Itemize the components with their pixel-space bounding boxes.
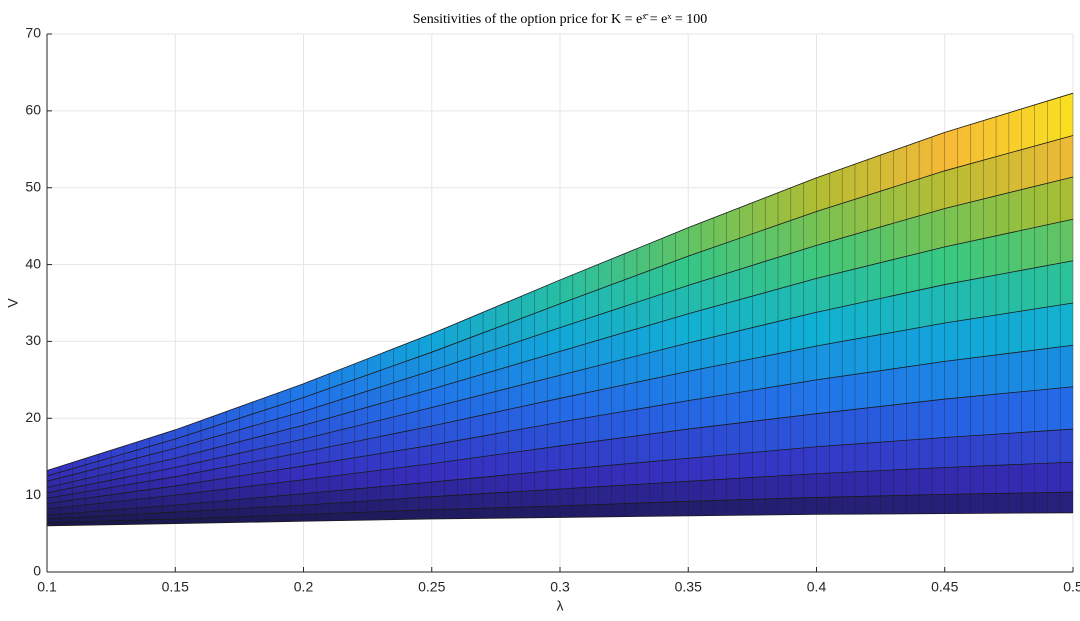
x-tick-label: 0.35 [675,579,702,595]
surface-curve [46,461,1074,520]
y-tick-label: 10 [25,486,41,502]
x-tick-label: 0.5 [1063,579,1080,595]
y-tick-label: 40 [25,255,41,271]
surface-curve [46,218,1074,488]
y-tick-label: 70 [25,25,41,41]
y-tick-label: 60 [25,102,41,118]
x-tick-label: 0.4 [807,579,827,595]
x-tick-label: 0.2 [294,579,314,595]
x-tick-label: 0.45 [931,579,958,595]
surface-curve [46,428,1074,516]
surface-curve [46,491,1074,524]
surface-curve [46,512,1074,527]
surface-curve [46,344,1074,504]
y-axis-label: V [5,298,21,308]
x-tick-label: 0.15 [162,579,189,595]
surface-curve [46,135,1074,477]
y-tick-label: 50 [25,178,41,194]
y-tick-label: 30 [25,332,41,348]
x-axis-label: λ [557,598,564,614]
x-tick-label: 0.3 [550,579,570,595]
chart-title: Sensitivities of the option price for K … [413,12,708,27]
surface-curve [46,176,1074,482]
surface-curve [46,260,1074,494]
surface-curve [46,386,1074,510]
surface-curve [46,92,1074,471]
y-tick-label: 0 [33,563,41,579]
x-tick-label: 0.1 [37,579,57,595]
y-tick-label: 20 [25,409,41,425]
surface-curve [46,302,1074,499]
x-tick-label: 0.25 [418,579,445,595]
